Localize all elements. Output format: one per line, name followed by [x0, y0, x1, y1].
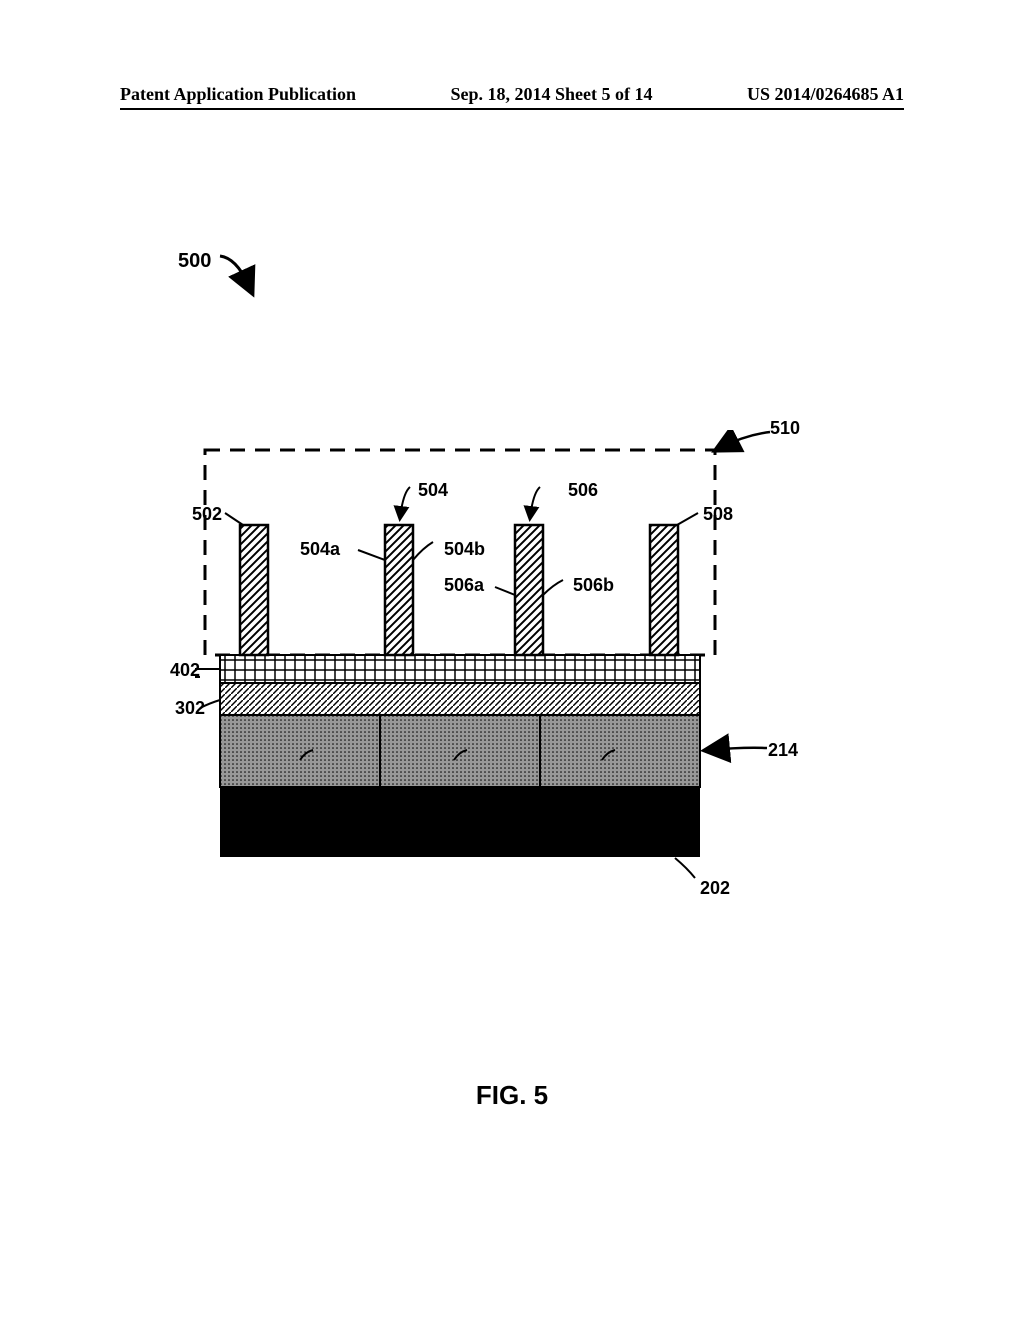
header-right: US 2014/0264685 A1: [747, 84, 904, 105]
header: Patent Application Publication Sep. 18, …: [0, 84, 1024, 105]
figure-number-label: 500: [178, 250, 211, 273]
header-left: Patent Application Publication: [120, 84, 356, 105]
header-divider: [120, 108, 904, 110]
figure-number-arrow: [218, 254, 268, 304]
diagram: [195, 430, 735, 880]
header-center: Sep. 18, 2014 Sheet 5 of 14: [451, 84, 653, 105]
figure-caption: FIG. 5: [0, 1080, 1024, 1111]
